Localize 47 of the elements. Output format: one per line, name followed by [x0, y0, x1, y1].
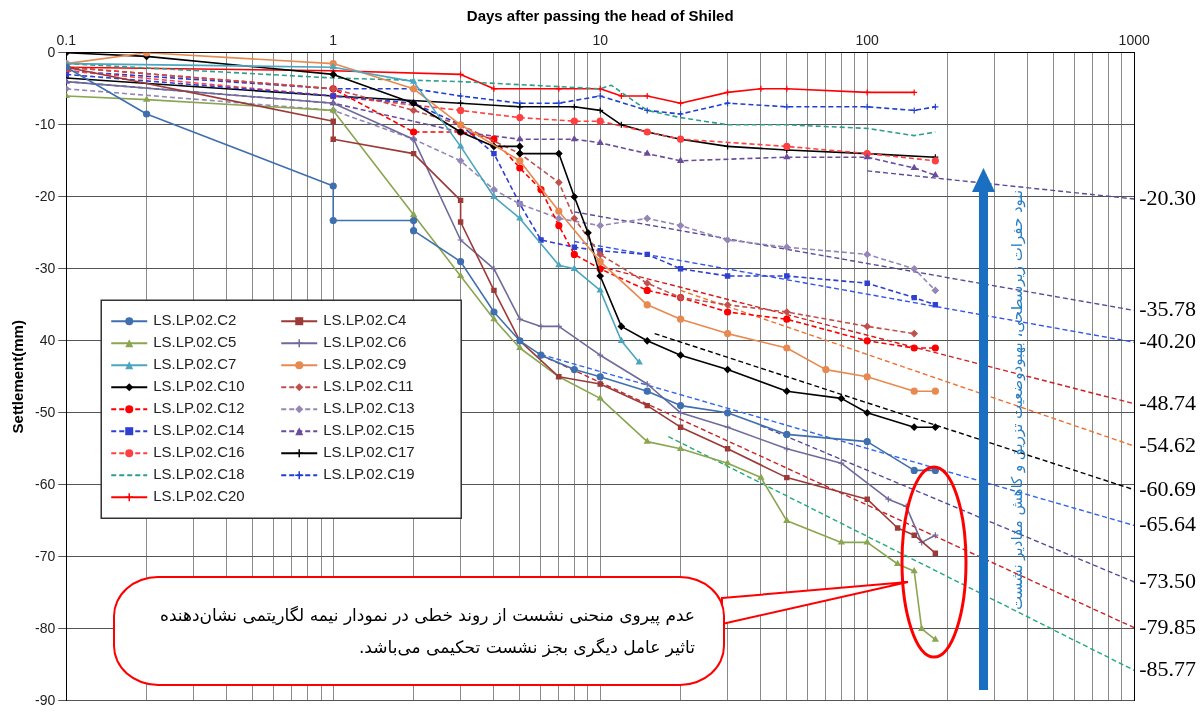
legend-label: LS.LP.02.C17 — [323, 443, 415, 461]
legend-label: LS.LP.02.C18 — [153, 465, 245, 483]
y-tick-label: -70 — [35, 547, 56, 564]
legend-label: LS.LP.02.C16 — [153, 443, 245, 461]
legend-label: LS.LP.02.C20 — [153, 487, 245, 505]
y-tick-label: 40 — [39, 331, 56, 348]
legend-label: LS.LP.02.C12 — [153, 399, 245, 417]
y-tick-label: -90 — [35, 691, 56, 708]
x-tick-label: 10 — [592, 32, 609, 49]
y-tick-label: -10 — [35, 115, 56, 132]
legend-label: LS.LP.02.C10 — [153, 377, 245, 395]
legend-label: LS.LP.02.C5 — [153, 333, 237, 351]
legend-label: LS.LP.02.C4 — [323, 311, 407, 329]
y2-tick-label: -48.74 — [1139, 389, 1196, 415]
y-tick-label: -60 — [35, 475, 56, 492]
y-tick-label: -80 — [35, 619, 56, 636]
x-tick-label: 1 — [329, 32, 338, 49]
x-tick-label: 100 — [855, 32, 880, 49]
y-tick-label: -50 — [35, 403, 56, 420]
y-tick-label: 0 — [47, 43, 56, 60]
y2-tick-label: -79.85 — [1139, 613, 1196, 639]
y2-tick-label: -20.30 — [1139, 184, 1196, 210]
x-tick-label: 1000 — [1118, 32, 1150, 49]
legend-label: LS.LP.02.C13 — [323, 399, 415, 417]
y2-tick-label: -85.77 — [1139, 656, 1196, 682]
legend-label: LS.LP.02.C14 — [153, 421, 245, 439]
legend-label: LS.LP.02.C15 — [323, 421, 415, 439]
annotation: نبود حفرات زیرسطحی، بهبودوضعیت تزریق و کاهش مقادیر نشست — [1007, 188, 1027, 613]
x-tick-label: 0.1 — [56, 32, 77, 49]
y2-tick-label: -65.64 — [1139, 511, 1196, 537]
legend-label: LS.LP.02.C11 — [323, 377, 414, 395]
callout-box: عدم پیروی منحنی نشست از روند خطی در نمودار نیمه لگاریتمی نشان‌دهنده تاثیر عامل دیگری بجز نشست تحکیمی می‌باشد. — [113, 576, 725, 686]
legend-label: LS.LP.02.C6 — [323, 333, 407, 351]
annotation: عدم پیروی منحنی نشست از روند خطی در نمودار نیمه لگاریتمی نشان‌دهنده تاثیر عامل دیگری بجز نشست تحکیمی می‌باشد. — [159, 604, 695, 659]
y-axis-title: Settlement(mm) — [9, 320, 27, 434]
y2-tick-label: -54.62 — [1139, 431, 1196, 457]
legend-label: LS.LP.02.C7 — [153, 355, 237, 373]
y2-tick-label: -73.50 — [1139, 567, 1196, 593]
y2-tick-label: -60.69 — [1139, 475, 1196, 501]
y-tick-label: -20 — [35, 187, 56, 204]
legend-label: LS.LP.02.C19 — [323, 465, 415, 483]
y2-tick-label: -35.78 — [1139, 296, 1196, 322]
y2-tick-label: -40.20 — [1139, 328, 1196, 354]
legend-label: LS.LP.02.C9 — [323, 355, 407, 373]
y-tick-label: -30 — [35, 259, 56, 276]
x-axis-title: Days after passing the head of Shiled — [466, 7, 734, 25]
legend-label: LS.LP.02.C2 — [153, 311, 237, 329]
